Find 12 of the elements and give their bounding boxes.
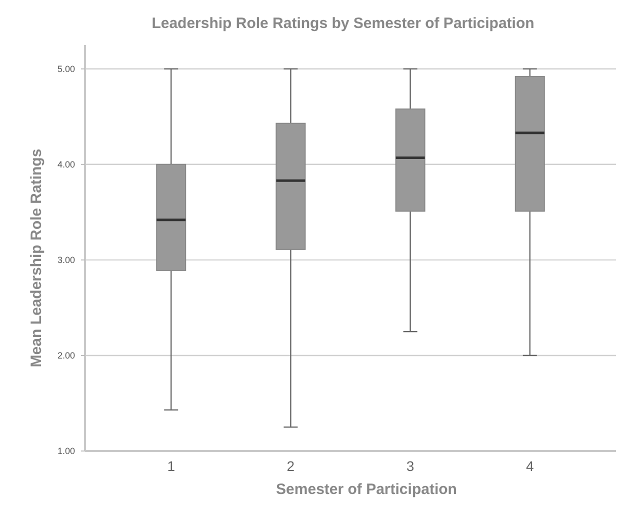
x-tick-label: 2	[286, 458, 295, 474]
y-tick-label: 5.00	[57, 64, 75, 74]
x-axis-title: Semester of Participation	[276, 481, 457, 498]
y-tick-label: 1.00	[57, 446, 75, 456]
y-tick-label: 4.00	[57, 160, 75, 170]
x-tick-label: 3	[406, 458, 414, 474]
chart-title: Leadership Role Ratings by Semester of Participation	[152, 15, 534, 32]
y-tick-label: 2.00	[57, 350, 75, 361]
x-tick-label: 4	[526, 458, 534, 474]
y-axis-title: Mean Leadership Role Ratings	[28, 148, 45, 368]
x-tick-label: 1	[167, 458, 176, 474]
y-tick-label: 3.00	[57, 255, 75, 266]
